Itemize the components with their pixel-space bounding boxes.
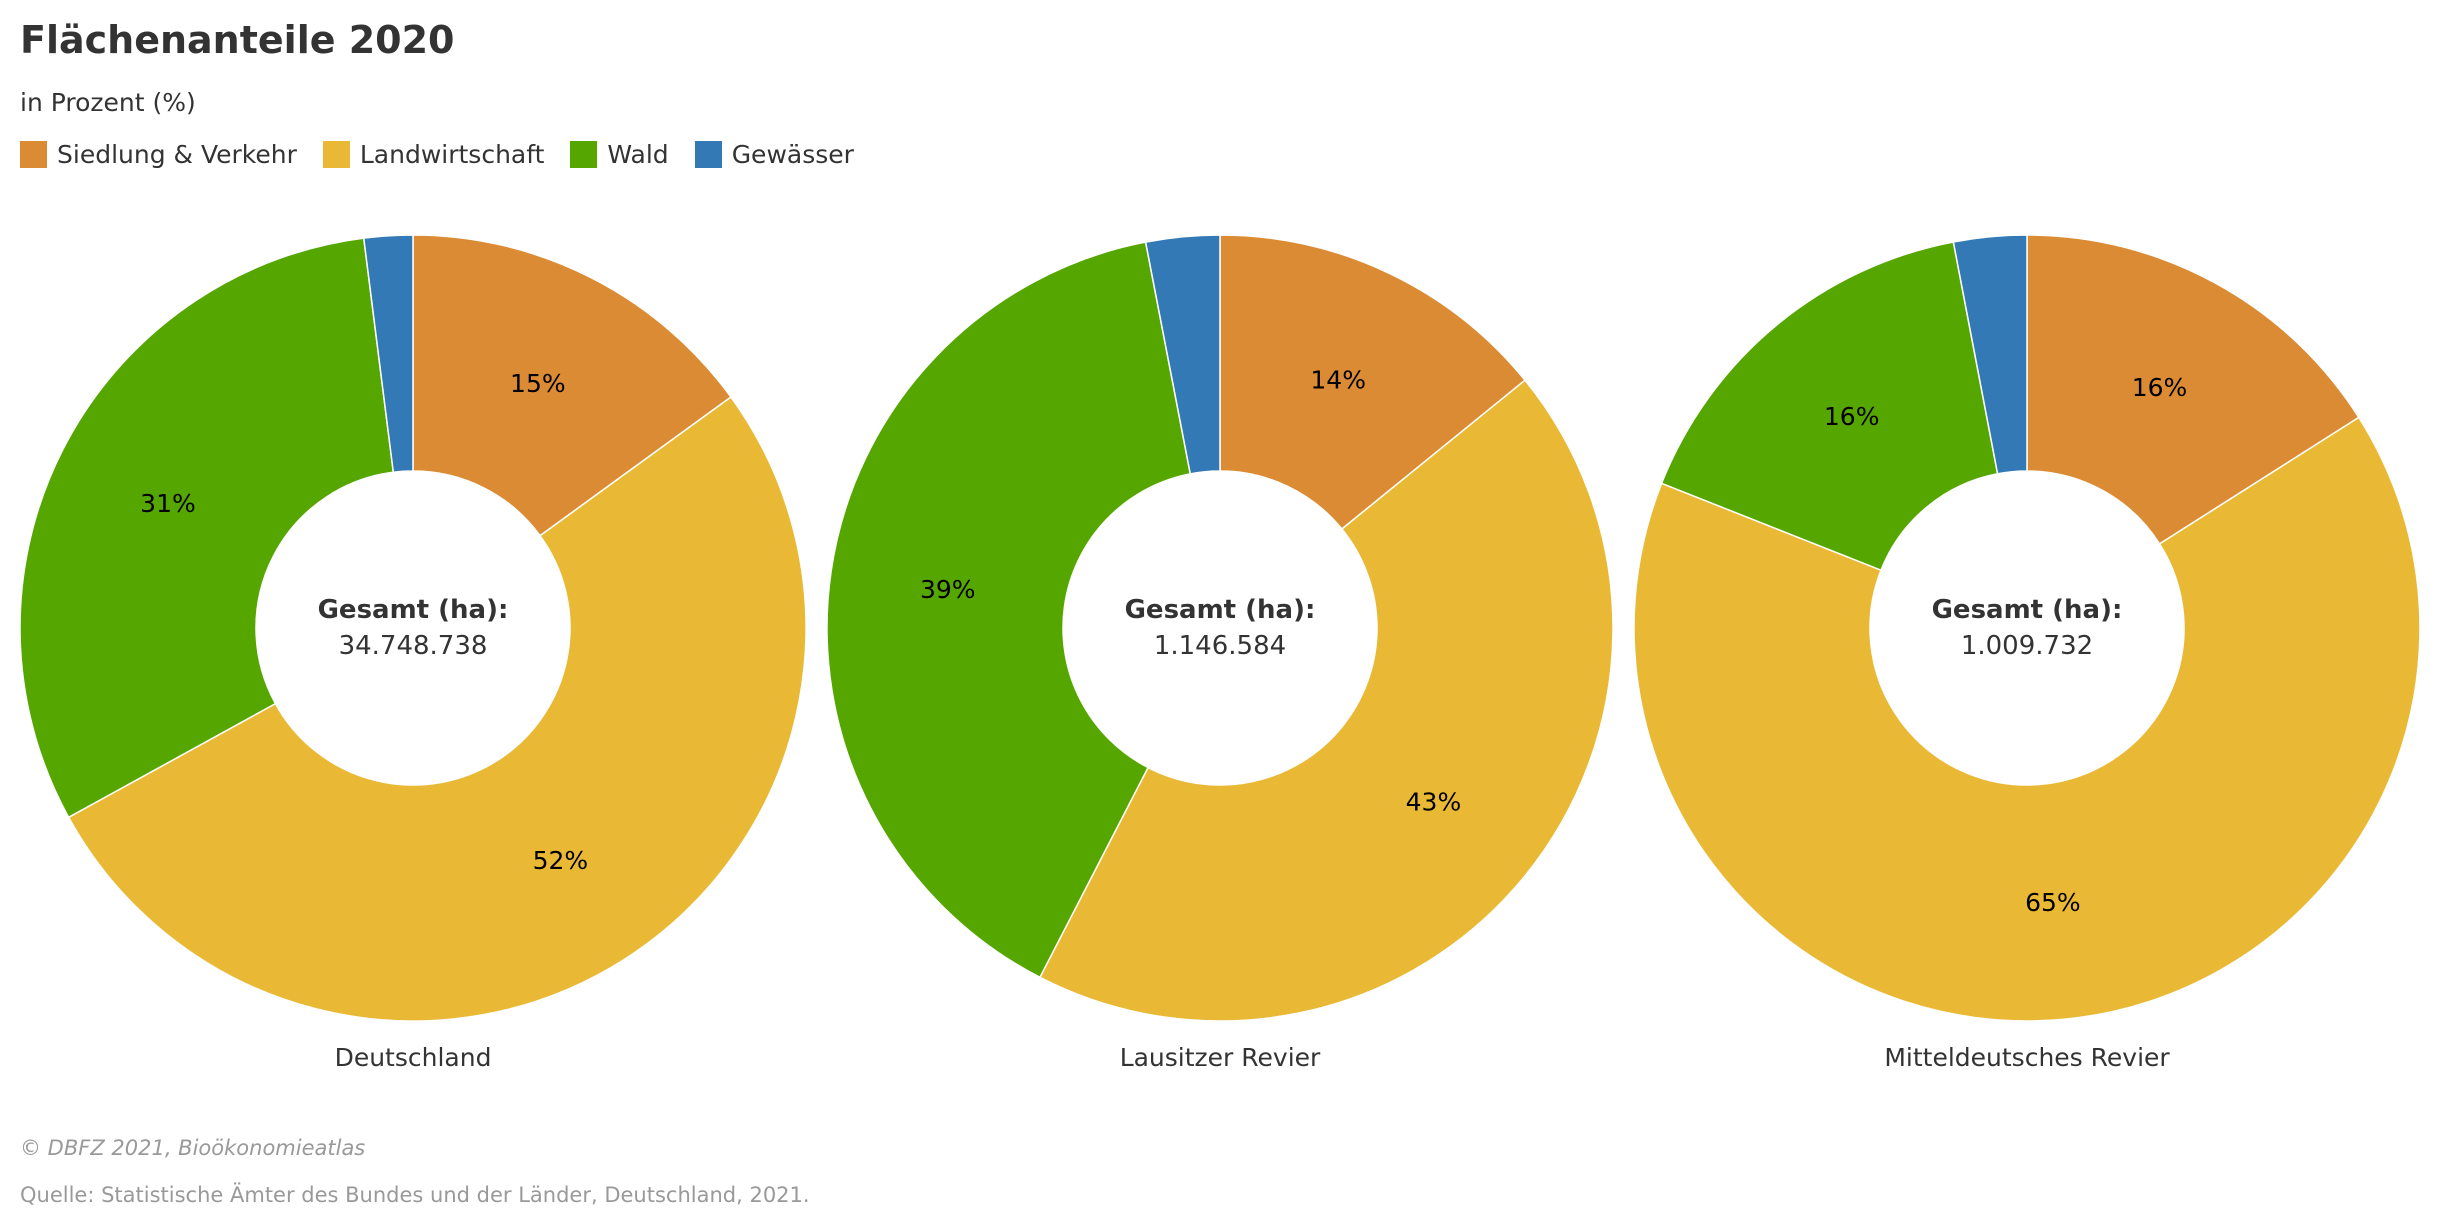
donut-chart: 14% 43% 39% Gesamt (ha): 1.146.584 Lausitzer … (826, 234, 1614, 1072)
pie-slice[interactable] (362, 234, 414, 474)
pie-slice[interactable] (1038, 379, 1614, 1022)
pie-slice[interactable] (19, 237, 395, 819)
center-value: 1.009.732 (1961, 631, 2093, 661)
pie-slice[interactable] (1952, 234, 2028, 475)
pie-slice[interactable] (67, 395, 807, 1022)
pie-slice[interactable] (2026, 234, 2360, 545)
legend: Siedlung & Verkehr Landwirtschaft Wald G… (20, 140, 880, 169)
center-value: 1.146.584 (1154, 631, 1286, 661)
center-value: 34.748.738 (339, 631, 488, 661)
data-label: 15% (510, 369, 566, 398)
legend-swatch (570, 141, 598, 168)
legend-label: Siedlung & Verkehr (57, 140, 297, 169)
pie-slice[interactable] (1660, 241, 1999, 572)
chart-title: Flächenanteile 2020 (20, 18, 455, 62)
chart-name-label: Lausitzer Revier (1120, 1043, 1321, 1072)
center-label: Gesamt (ha): (1932, 595, 2123, 625)
pie-slice[interactable] (1219, 234, 1527, 531)
data-label: 16% (2132, 373, 2188, 402)
legend-item-gewaesser[interactable]: Gewässer (694, 140, 854, 169)
legend-item-wald[interactable]: Wald (570, 140, 669, 169)
source-text: Quelle: Statistische Ämter des Bundes un… (20, 1183, 810, 1207)
center-label: Gesamt (ha): (1125, 595, 1316, 625)
data-label: 16% (1824, 402, 1880, 431)
donut-chart: 16% 65% 16% Gesamt (ha): 1.009.732 Mitteldeut… (1633, 234, 2421, 1072)
chart-name-label: Deutschland (335, 1043, 492, 1072)
pie-slice[interactable] (1633, 416, 2421, 1022)
credit-text: © DBFZ 2021, Bioökonomieatlas (20, 1136, 366, 1160)
data-label: 31% (140, 489, 196, 518)
legend-label: Gewässer (731, 140, 854, 169)
data-label: 39% (920, 575, 976, 604)
legend-item-siedlung[interactable]: Siedlung & Verkehr (20, 140, 297, 169)
pie-slice[interactable] (412, 234, 732, 537)
data-label: 65% (2025, 888, 2081, 917)
center-label: Gesamt (ha): (318, 595, 509, 625)
legend-swatch (322, 141, 350, 168)
chart-subtitle: in Prozent (%) (20, 88, 196, 117)
data-label: 43% (1406, 787, 1462, 816)
legend-swatch (20, 141, 47, 168)
donut-chart: 15% 52% 31% Gesamt (ha): 34.748.738 Deutschla… (19, 234, 807, 1072)
legend-label: Landwirtschaft (359, 140, 545, 169)
data-label: 14% (1310, 366, 1366, 395)
pie-slice[interactable] (1144, 234, 1221, 475)
pie-slice[interactable] (826, 241, 1192, 979)
chart-name-label: Mitteldeutsches Revier (1884, 1043, 2170, 1072)
legend-swatch (694, 141, 722, 168)
data-label: 52% (533, 846, 589, 875)
legend-label: Wald (607, 140, 669, 169)
legend-item-landwirtschaft[interactable]: Landwirtschaft (322, 140, 545, 169)
